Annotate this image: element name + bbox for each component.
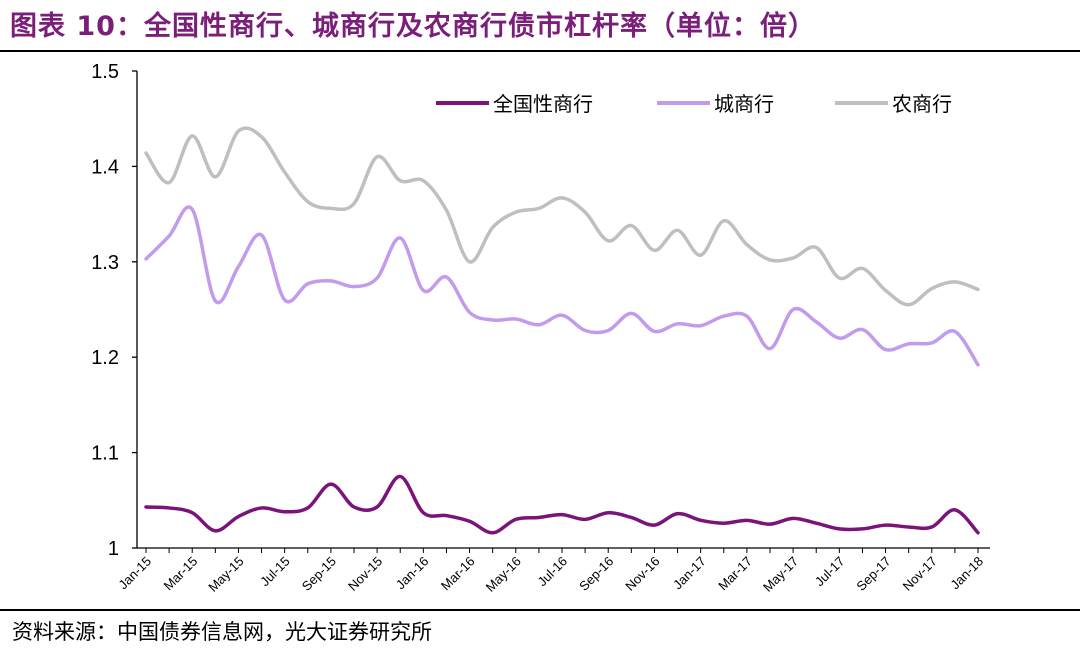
y-tick-label: 1	[108, 538, 119, 560]
legend-label: 全国性商行	[493, 92, 593, 116]
chart-title: 图表 10：全国性商行、城商行及农商行债市杠杆率（单位：倍）	[10, 11, 816, 42]
y-tick-label: 1.5	[91, 61, 119, 83]
y-tick-label: 1.1	[91, 443, 119, 465]
x-tick-label: Jul-17	[812, 554, 848, 590]
legend-label: 农商行	[892, 92, 952, 116]
source-divider	[0, 609, 1080, 611]
y-tick-label: 1.3	[91, 252, 119, 274]
x-tick-label: Sep-15	[299, 554, 339, 594]
x-tick-label: Mar-15	[161, 554, 201, 594]
x-tick-label: Mar-16	[438, 554, 478, 594]
chart-legend: 全国性商行 城商行 农商行	[436, 92, 952, 116]
x-tick-label: May-15	[205, 554, 246, 595]
x-tick-label: Mar-17	[715, 554, 755, 594]
series-line-1	[144, 205, 980, 367]
legend-item: 城商行	[657, 92, 774, 116]
chart-axes: 1 1.1 1.2 1.3 1.4 1.5 Jan-15 Mar-15 May-15 Jul-15…	[91, 61, 990, 595]
x-tick-label: May-16	[483, 554, 524, 595]
x-tick-label: Sep-16	[576, 554, 616, 594]
x-tick-label: Jan-17	[670, 554, 709, 593]
y-tick-label: 1.2	[91, 347, 119, 369]
x-tick-label: Jan-16	[393, 554, 432, 593]
x-tick-label: Nov-16	[622, 554, 662, 594]
series-line-0	[144, 474, 980, 535]
x-tick-label: Jan-18	[947, 554, 986, 593]
x-tick-label: May-17	[760, 554, 801, 595]
series-layer	[144, 126, 980, 535]
source-note: 资料来源：中国债券信息网，光大证券研究所	[12, 620, 432, 644]
x-tick-label: Nov-15	[345, 554, 385, 594]
series-line-2	[144, 126, 980, 307]
x-tick-label: Jan-15	[115, 554, 154, 593]
x-tick-label: Nov-17	[900, 554, 940, 594]
legend-item: 农商行	[835, 92, 952, 116]
x-tick-label: Jul-16	[534, 554, 570, 590]
x-tick-label: Jul-15	[257, 554, 293, 590]
title-divider	[0, 50, 1080, 52]
legend-label: 城商行	[714, 92, 774, 116]
legend-item: 全国性商行	[436, 92, 593, 116]
x-tick-label: Sep-17	[853, 554, 893, 594]
y-tick-label: 1.4	[91, 156, 119, 178]
